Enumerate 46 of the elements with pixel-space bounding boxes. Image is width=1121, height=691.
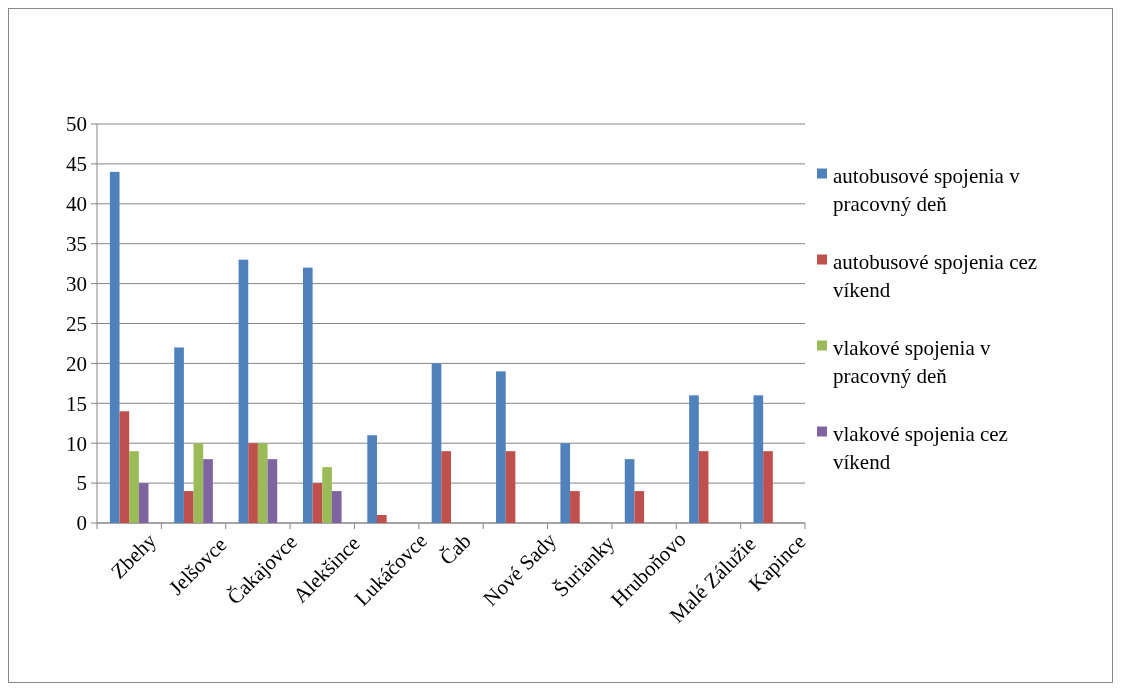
legend-label: autobusové spojenia cez víkend <box>833 249 1038 302</box>
y-tick-label: 50 <box>66 112 87 137</box>
bar <box>302 267 313 523</box>
bar <box>496 371 506 523</box>
legend-label: vlakové spojenia v pracovný deň <box>833 335 991 388</box>
bar <box>698 451 709 523</box>
y-tick-label: 0 <box>76 511 87 536</box>
bar <box>193 443 204 523</box>
bar <box>634 491 645 523</box>
bar <box>267 459 278 523</box>
legend-label: vlakové spojenia cez víkend <box>833 421 1008 474</box>
bar <box>505 451 516 523</box>
x-tick-label: Čab <box>434 528 476 570</box>
bar <box>129 451 139 523</box>
bar <box>183 491 194 523</box>
y-tick-label: 20 <box>66 351 87 376</box>
bar <box>624 459 635 523</box>
bar <box>119 411 130 523</box>
bar <box>109 171 120 523</box>
bar <box>560 443 571 523</box>
y-tick-label: 25 <box>66 311 87 336</box>
bar <box>312 483 323 523</box>
bar <box>376 515 387 523</box>
bar <box>138 483 149 523</box>
bar <box>203 459 213 523</box>
bar <box>570 491 580 523</box>
bar <box>431 363 442 523</box>
bar <box>331 491 342 523</box>
y-tick-label: 45 <box>66 152 87 177</box>
bar <box>322 467 332 523</box>
y-tick-label: 5 <box>76 471 87 496</box>
y-tick-label: 30 <box>66 271 87 296</box>
legend-label: autobusové spojenia v pracovný deň <box>833 163 1021 216</box>
bar <box>238 259 249 523</box>
bar <box>753 395 764 523</box>
y-tick-label: 10 <box>66 431 87 456</box>
bar <box>367 435 377 523</box>
y-tick-label: 40 <box>66 192 87 217</box>
y-tick-label: 15 <box>66 391 87 416</box>
bar <box>248 443 258 523</box>
bar <box>257 443 268 523</box>
bar <box>441 451 451 523</box>
bar <box>174 347 184 523</box>
y-tick-label: 35 <box>66 232 87 257</box>
bar <box>763 451 773 523</box>
bar <box>689 395 699 523</box>
